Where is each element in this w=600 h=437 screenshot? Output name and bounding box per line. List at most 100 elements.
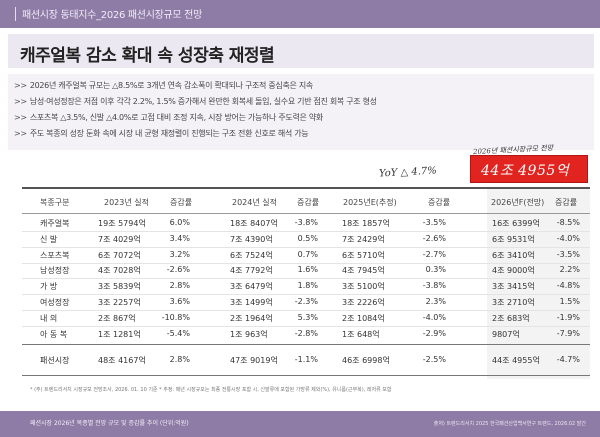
bullet-text: 스포츠복 △3.5%, 신발 △4.0%로 고점 대비 조정 지속, 시장 방어… <box>29 113 323 122</box>
headline: 캐주얼복 감소 확대 속 성장축 재정렬 <box>20 46 275 66</box>
table-cell: 2조 1964억 <box>230 313 273 323</box>
table-cell: 3조 2710억 <box>492 298 535 307</box>
table-header: 복종구분 <box>40 198 70 207</box>
table-cell: 1.5% <box>559 297 580 306</box>
chevron-right-icon: >> <box>14 81 27 90</box>
table-cell: 4조 7792억 <box>230 266 273 276</box>
top-banner: 패션시장 동태지수_2026 패션시장규모 전망 <box>0 0 600 28</box>
table-cell: 3조 5100억 <box>342 282 385 292</box>
table-cell: 1.6% <box>297 265 318 275</box>
table-cell: -1.9% <box>556 312 580 322</box>
table-cell: 2조 683억 <box>492 313 530 323</box>
table-cell: 16조 6399억 <box>492 219 540 228</box>
row-divider <box>22 231 590 232</box>
table-cell: 3.6% <box>169 297 190 306</box>
table-cell: 0.5% <box>297 233 318 243</box>
table-cell: 4조 9000억 <box>492 266 535 276</box>
table-cell: -8.5% <box>556 218 580 227</box>
title-divider <box>15 7 16 21</box>
table-header: 증감률 <box>428 198 451 207</box>
summary-bullets: >> 2026년 캐주얼복 규모는 △8.5%로 3개년 연속 감소폭이 확대되나… <box>8 74 594 150</box>
total-cell: 47조 9019억 <box>230 356 278 365</box>
table-cell: 2.2% <box>559 265 580 275</box>
table-cell: 3.4% <box>169 233 190 243</box>
table-cell: 3조 3415억 <box>492 282 535 292</box>
table-cell: 2.3% <box>425 297 446 306</box>
table-cell: -2.9% <box>422 328 446 338</box>
table-cell: -2.6% <box>166 265 190 275</box>
table-cell: 6조 3410억 <box>492 250 535 260</box>
row-divider <box>22 310 590 311</box>
table-cell: -2.3% <box>294 297 318 306</box>
row-divider <box>22 278 590 280</box>
table-cell: -4.8% <box>556 281 580 291</box>
table-cell: 0.7% <box>297 249 318 259</box>
chevron-right-icon: >> <box>14 113 27 122</box>
bottom-banner: 패션시장 2026년 복종별 전망 규모 및 증감률 추이 (단위:억원) 출처… <box>0 411 600 437</box>
row-category: 아 동 복 <box>40 329 68 339</box>
caption: 패션시장 2026년 복종별 전망 규모 및 증감률 추이 (단위:억원) <box>30 420 189 427</box>
table-cell: 7조 2429억 <box>342 234 385 244</box>
table-cell: 18조 1857억 <box>342 219 390 228</box>
row-category: 여성정장 <box>40 298 70 307</box>
table-cell: 1.8% <box>297 281 318 291</box>
total-cell: 2.8% <box>169 355 190 364</box>
chevron-right-icon: >> <box>14 129 27 138</box>
row-divider <box>22 325 590 327</box>
total-bottom-border <box>22 375 590 376</box>
footnote: * (주) 트렌드리서치 시장규모 전망조사, 2026. 01. 10 기준 … <box>30 387 392 393</box>
table-cell: 3조 2226억 <box>342 298 385 307</box>
table-cell: 3조 2257억 <box>98 298 141 307</box>
table-cell: 19조 5794억 <box>98 219 146 228</box>
source-credit: 출처) 트렌드리서치 2025 한국패션산업백서연구 트렌드, 2026.02 … <box>433 421 586 427</box>
table-cell: 0.3% <box>425 265 446 275</box>
table-header: 2024년 실적 <box>232 198 277 207</box>
table-cell: 7조 4029억 <box>98 234 141 244</box>
table-cell: 7조 4390억 <box>230 234 273 244</box>
table-cell: 1조 963억 <box>230 329 268 339</box>
total-cell: 48조 4167억 <box>98 356 146 365</box>
table-cell: -2.7% <box>422 249 446 259</box>
table-cell: 6조 9531억 <box>492 234 535 244</box>
table-cell: 6조 7524억 <box>230 250 273 260</box>
table-header: 증감률 <box>555 198 578 207</box>
total-label: 패션시장 <box>40 356 70 365</box>
row-category: 캐주얼복 <box>40 219 70 228</box>
total-cell: -4.7% <box>556 355 580 364</box>
table-cell: 3조 5839억 <box>98 282 141 292</box>
report-title: 패션시장 동태지수_2026 패션시장규모 전망 <box>22 10 202 21</box>
table-cell: 1조 1281억 <box>98 329 141 339</box>
table-header: 2025년E(추정) <box>343 198 397 207</box>
header-divider <box>22 213 590 214</box>
table-cell: -3.8% <box>294 218 318 227</box>
row-divider <box>22 294 590 296</box>
table-cell: -2.6% <box>422 233 446 243</box>
table-header: 증감률 <box>297 198 320 207</box>
table-cell: -5.4% <box>166 328 190 338</box>
table-cell: 5.3% <box>297 312 318 322</box>
row-divider <box>22 246 590 248</box>
total-cell: -2.5% <box>422 355 446 364</box>
table-cell: 18조 8407억 <box>230 219 278 228</box>
row-category: 가 방 <box>40 282 58 292</box>
table-cell: -7.9% <box>556 328 580 338</box>
table-cell: 6조 5710억 <box>342 250 385 260</box>
table-cell: -4.0% <box>556 233 580 243</box>
chevron-right-icon: >> <box>14 97 27 106</box>
bullet-text: 주도 복종의 성장 둔화 속에 시장 내 균형 재정렬이 진행되는 구조 전환 … <box>29 129 309 138</box>
table-header: 증감률 <box>170 198 193 207</box>
table-cell: 2조 867억 <box>98 313 136 323</box>
table-cell: -10.8% <box>161 312 190 322</box>
table-cell: 9807억 <box>492 329 520 339</box>
bullet-item: >> 남성·여성정장은 저점 이후 각각 2.2%, 1.5% 증가해서 완만한 … <box>14 96 377 107</box>
total-cell: -1.1% <box>294 355 318 364</box>
bullet-text: 2026년 캐주얼복 규모는 △8.5%로 3개년 연속 감소폭이 확대되나 구… <box>29 81 313 90</box>
row-category: 남성정장 <box>40 266 70 276</box>
table-cell: -3.5% <box>556 249 580 259</box>
table-cell: -3.5% <box>422 218 446 227</box>
table-cell: 4조 7028억 <box>98 266 141 276</box>
table-header: 2026년F(전망) <box>491 198 545 207</box>
total-cell: 46조 6998억 <box>342 356 390 365</box>
row-divider <box>22 262 590 264</box>
row-category: 스포츠복 <box>40 250 70 260</box>
